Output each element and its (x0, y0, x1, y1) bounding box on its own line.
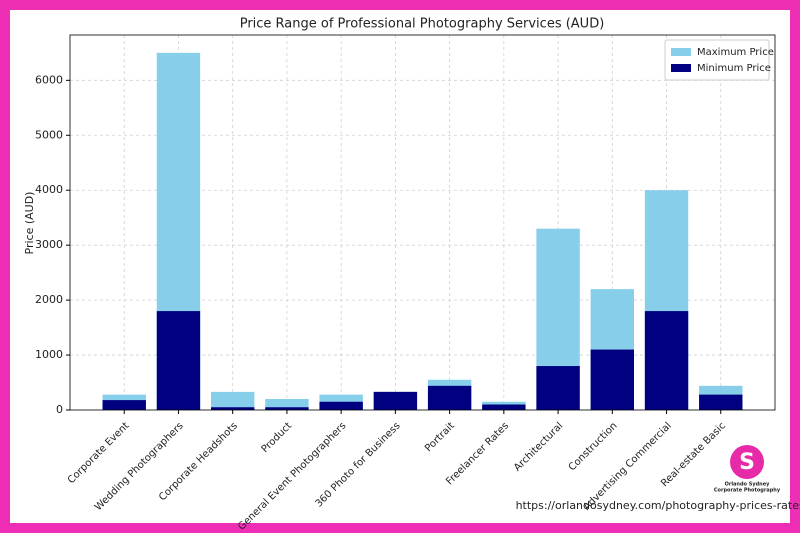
bar (211, 407, 255, 410)
logo: S Orlando Sydney Corporate Photography (714, 445, 781, 494)
bar (319, 401, 363, 410)
bar (373, 391, 418, 410)
source: https://orlandosydney.com/photography-pr… (516, 499, 800, 512)
y-tick-label: 5000 (35, 128, 63, 141)
legend-label: Minimum Price (697, 63, 771, 74)
bar (211, 391, 255, 410)
y-tick-label: 4000 (35, 183, 63, 196)
legend-swatch (671, 48, 691, 56)
plot-frame (69, 34, 776, 411)
chart-title: Price Range of Professional Photography … (240, 17, 605, 32)
y-tick-label: 3000 (35, 238, 63, 251)
logo-text: Orlando Sydney (725, 482, 771, 488)
bar (427, 385, 472, 410)
bar (590, 349, 634, 410)
y-tick-label: 2000 (35, 293, 63, 306)
logo-mark: S (739, 450, 755, 475)
y-tick-label: 1000 (35, 348, 63, 361)
logo-text: Corporate Photography (714, 488, 781, 494)
legend-box (664, 39, 770, 81)
bar (536, 366, 580, 410)
legend-swatch (671, 64, 691, 72)
legend: Maximum Price Minimum Price (664, 39, 774, 81)
bar (265, 407, 309, 410)
bar (482, 404, 526, 410)
y-tick-label: 0 (56, 403, 63, 416)
legend-label: Maximum Price (697, 47, 774, 58)
bar (265, 399, 309, 410)
y-axis-label: Price (AUD) (23, 192, 36, 255)
y-tick-label: 6000 (35, 73, 63, 86)
bar (644, 311, 689, 410)
bar (699, 394, 743, 410)
bar (156, 311, 201, 410)
bar (102, 400, 146, 410)
logo-circle (730, 445, 764, 479)
